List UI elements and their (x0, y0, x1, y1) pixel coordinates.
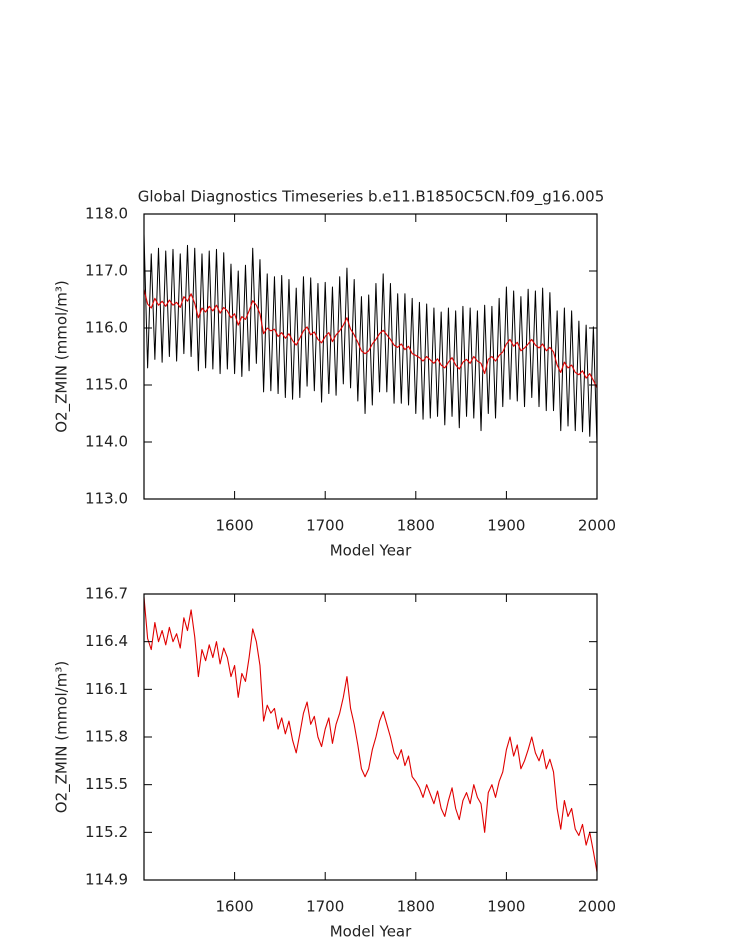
x-tick-label: 2000 (578, 898, 616, 916)
y-tick-label: 115.8 (85, 728, 128, 746)
y-tick-label: 116.4 (85, 632, 128, 650)
x-axis-label: Model Year (330, 542, 412, 560)
y-tick-label: 116.7 (85, 585, 128, 603)
series-line (143, 289, 598, 389)
y-tick-label: 116.1 (85, 680, 128, 698)
series-line (143, 597, 598, 873)
y-tick-label: 118.0 (85, 205, 128, 223)
chart-title: Global Diagnostics Timeseries b.e11.B185… (138, 188, 605, 207)
x-tick-label: 1700 (306, 517, 344, 535)
x-tick-label: 1800 (397, 898, 435, 916)
y-tick-label: 114.9 (85, 871, 128, 889)
y-tick-label: 116.0 (85, 319, 128, 337)
x-tick-label: 1700 (306, 898, 344, 916)
y-tick-label: 115.2 (85, 823, 128, 841)
y-axis-label: O2_ZMIN (mmol/m³) (53, 280, 72, 432)
y-tick-label: 113.0 (85, 490, 128, 508)
plot-frame (143, 593, 598, 881)
x-tick-label: 1600 (216, 517, 254, 535)
y-tick-label: 114.0 (85, 433, 128, 451)
x-tick-label: 1800 (397, 517, 435, 535)
x-tick-label: 1900 (487, 898, 525, 916)
x-axis-label: Model Year (330, 923, 412, 941)
series-line (143, 233, 598, 445)
plot-frame (143, 213, 598, 500)
y-axis-label: O2_ZMIN (mmol/m³) (53, 661, 72, 813)
y-tick-label: 117.0 (85, 262, 128, 280)
y-tick-label: 115.0 (85, 376, 128, 394)
y-tick-label: 115.5 (85, 775, 128, 793)
x-tick-label: 2000 (578, 517, 616, 535)
x-tick-label: 1600 (216, 898, 254, 916)
x-tick-label: 1900 (487, 517, 525, 535)
